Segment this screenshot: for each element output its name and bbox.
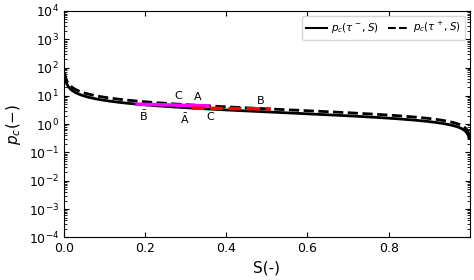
Text: C: C	[206, 112, 214, 122]
Text: C: C	[174, 91, 182, 101]
Text: A: A	[194, 92, 201, 102]
Text: $\bar{\mathrm{A}}$: $\bar{\mathrm{A}}$	[180, 112, 190, 126]
Text: $\bar{\mathrm{B}}$: $\bar{\mathrm{B}}$	[138, 108, 147, 123]
X-axis label: S(-): S(-)	[254, 261, 281, 276]
Legend: $p_c(\tau^-, S)$, $p_c(\tau^+, S)$: $p_c(\tau^-, S)$, $p_c(\tau^+, S)$	[302, 16, 465, 39]
Y-axis label: $p_c(-)$: $p_c(-)$	[4, 104, 23, 145]
Text: B: B	[257, 96, 264, 106]
